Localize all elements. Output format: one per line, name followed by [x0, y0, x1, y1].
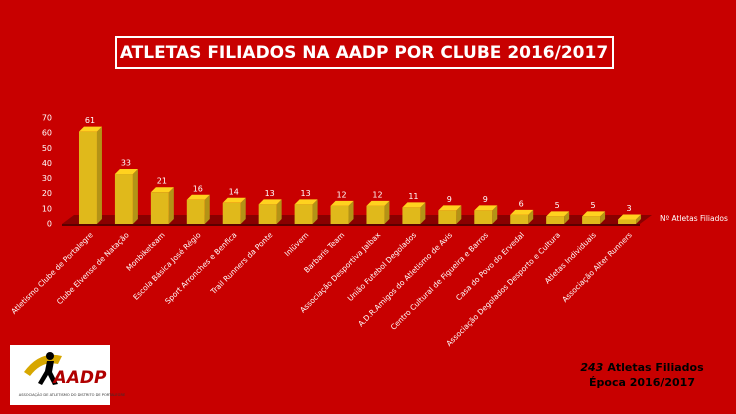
- bar-top: [114, 169, 138, 175]
- total-line: 243 Atletas Filiados: [580, 361, 704, 374]
- bar: [258, 204, 277, 224]
- bar: [582, 216, 601, 224]
- bar-side: [348, 200, 354, 224]
- bar: [294, 204, 313, 224]
- y-tick-label: 0: [47, 220, 52, 229]
- value-label: 33: [121, 159, 131, 168]
- bar-side: [312, 199, 318, 224]
- floor-edge: [62, 224, 640, 226]
- logo-name: AADP: [52, 368, 107, 388]
- bar-side: [204, 194, 210, 224]
- value-label: 21: [157, 177, 167, 186]
- bar-side: [276, 199, 282, 224]
- logo-box: [10, 345, 110, 405]
- bar: [510, 214, 529, 224]
- bar-top: [438, 205, 462, 211]
- bar-side: [168, 187, 174, 224]
- value-label: 13: [265, 189, 275, 198]
- bar-top: [186, 194, 210, 200]
- bar: [546, 216, 565, 224]
- bar-side: [600, 211, 606, 224]
- total: 243: [580, 361, 603, 374]
- value-label: 13: [301, 189, 311, 198]
- bar-side: [492, 205, 498, 224]
- bar: [186, 199, 205, 224]
- y-tick-label: 70: [42, 114, 52, 123]
- value-label: 12: [372, 190, 382, 199]
- bar: [366, 205, 385, 224]
- bar-side: [132, 169, 138, 224]
- bar: [330, 205, 349, 224]
- bar: [618, 219, 637, 224]
- bar-top: [618, 214, 642, 220]
- bar-top: [510, 209, 534, 215]
- y-tick-label: 20: [42, 189, 52, 198]
- bar: [402, 207, 421, 224]
- bar-side: [420, 202, 426, 224]
- value-label: 11: [408, 192, 418, 201]
- bar-top: [402, 202, 426, 208]
- bar-side: [456, 205, 462, 224]
- value-label: 3: [626, 204, 631, 213]
- bar: [474, 210, 493, 224]
- bar: [78, 131, 97, 224]
- y-tick-label: 60: [42, 129, 52, 138]
- value-label: 61: [85, 116, 95, 125]
- y-tick-label: 30: [42, 174, 52, 183]
- value-label: 12: [336, 190, 346, 199]
- bar: [114, 174, 133, 224]
- value-label: 9: [447, 195, 452, 204]
- total-label: Atletas Filiados: [607, 361, 704, 374]
- bar-side: [384, 200, 390, 224]
- bar-top: [294, 199, 318, 205]
- value-label: 6: [519, 199, 524, 208]
- y-tick-label: 40: [42, 159, 52, 168]
- bar-side: [636, 214, 642, 224]
- legend-label: Nº Atletas Filiados: [660, 214, 728, 223]
- bar-top: [582, 211, 606, 217]
- season: Época 2016/2017: [589, 376, 695, 389]
- logo-swoosh: [24, 354, 62, 376]
- logo: AADP ASSOCIAÇÃO DE ATLETISMO DO DISTRITO…: [10, 345, 126, 405]
- value-label: 9: [483, 195, 488, 204]
- bar-top: [150, 187, 174, 193]
- logo-runner: [38, 361, 58, 385]
- value-label: 16: [193, 184, 203, 193]
- chart-title: ATLETAS FILIADOS NA AADP POR CLUBE 2016/…: [120, 43, 608, 63]
- value-label: 5: [555, 201, 560, 210]
- bar-side: [528, 209, 534, 224]
- bar-top: [258, 199, 282, 205]
- bar-top: [330, 200, 354, 206]
- bar-top: [474, 205, 498, 211]
- value-label: 14: [229, 187, 239, 196]
- bar-top: [78, 126, 102, 132]
- bar-top: [546, 211, 570, 217]
- y-tick-label: 10: [42, 204, 52, 213]
- y-tick-label: 50: [42, 144, 52, 153]
- logo-subtitle: ASSOCIAÇÃO DE ATLETISMO DO DISTRITO DE P…: [19, 392, 126, 397]
- value-label: 5: [591, 201, 596, 210]
- bar-top: [366, 200, 390, 206]
- title-box: [115, 36, 614, 69]
- bar-side: [240, 197, 246, 224]
- bar-top: [222, 197, 246, 203]
- bar: [438, 210, 457, 224]
- bar-side: [564, 211, 570, 224]
- bar-side: [96, 126, 102, 224]
- logo-runner: [46, 352, 54, 360]
- bar: [150, 192, 169, 224]
- bar: [222, 202, 241, 224]
